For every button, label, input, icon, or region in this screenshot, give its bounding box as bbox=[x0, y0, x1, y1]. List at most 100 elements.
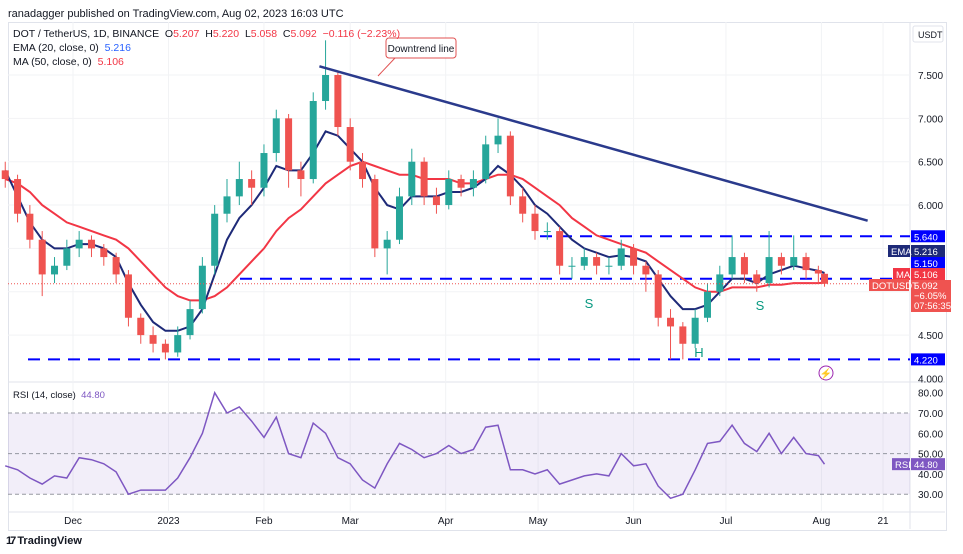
last-price-tag-bg bbox=[911, 280, 951, 312]
candle-body bbox=[728, 257, 736, 275]
price-tick: 7.500 bbox=[918, 71, 943, 82]
candle-body bbox=[149, 335, 157, 344]
rsi-tick: 80.00 bbox=[918, 389, 943, 400]
candle-body bbox=[617, 248, 625, 266]
candle-body bbox=[568, 265, 576, 267]
high-label: H bbox=[205, 28, 213, 40]
downtrend-line bbox=[319, 65, 868, 222]
symbol-tag-bg bbox=[869, 279, 909, 291]
ema-name-tag-bg bbox=[888, 245, 910, 257]
rsi-name-tag: RSI bbox=[895, 460, 911, 471]
candle-body bbox=[654, 274, 662, 318]
time-tick: Jun bbox=[625, 516, 641, 527]
time-tick: 21 bbox=[877, 516, 889, 527]
neckline-tag-bg bbox=[911, 257, 945, 269]
rsi-tick: 40.00 bbox=[918, 470, 943, 481]
candle-body bbox=[716, 274, 724, 292]
candle-body bbox=[506, 135, 514, 197]
price-tick: 7.000 bbox=[918, 114, 943, 125]
price-tick: 4.500 bbox=[918, 331, 943, 342]
last-pct-tag: −6.05% bbox=[914, 291, 947, 302]
candle-body bbox=[26, 213, 34, 240]
candle-body bbox=[174, 335, 182, 353]
symbol-name: DOT / TetherUS, 1D, BINANCE bbox=[13, 28, 160, 40]
candle-body bbox=[395, 196, 403, 240]
currency-button bbox=[912, 25, 944, 43]
candle-body bbox=[235, 179, 243, 197]
resistance-tag: 5.640 bbox=[914, 232, 938, 243]
candle-body bbox=[371, 179, 379, 249]
candle-body bbox=[309, 101, 317, 180]
rsi-value-tag-bg bbox=[911, 458, 945, 471]
candle-body bbox=[359, 161, 367, 180]
rsi-legend[interactable]: RSI (14, close) 44.80 bbox=[13, 390, 105, 401]
candle-body bbox=[605, 265, 613, 267]
high-value: 5.220 bbox=[212, 28, 240, 40]
candle-body bbox=[765, 257, 773, 284]
candle-body bbox=[63, 248, 71, 266]
lightning-glyph: ⚡ bbox=[820, 367, 832, 380]
ma-name-tag: MA bbox=[896, 270, 911, 281]
candle-body bbox=[777, 257, 785, 266]
support-tag: 4.220 bbox=[914, 355, 938, 366]
candle-body bbox=[272, 118, 280, 154]
candle-body bbox=[457, 179, 465, 188]
chart-frame bbox=[8, 22, 947, 531]
ema20-line bbox=[4, 130, 825, 332]
lightning-icon bbox=[818, 365, 834, 381]
downtrend-label-box bbox=[385, 37, 457, 59]
candle-body bbox=[211, 213, 219, 266]
time-tick: May bbox=[529, 516, 548, 527]
ma50-line bbox=[4, 160, 825, 302]
ma-label: MA (50, close, 0) bbox=[13, 56, 92, 68]
candle-body bbox=[112, 257, 120, 275]
candle-body bbox=[556, 231, 564, 266]
publisher-line: ranadagger published on TradingView.com,… bbox=[8, 8, 344, 20]
rsi-line bbox=[4, 390, 826, 500]
tradingview-logo[interactable]: 17 TradingView bbox=[6, 535, 82, 547]
rsi-tick: 30.00 bbox=[918, 490, 943, 501]
change-value: −0.116 (−2.23%) bbox=[322, 28, 401, 40]
candle-body bbox=[420, 161, 428, 197]
rsi-tick: 60.00 bbox=[918, 429, 943, 440]
candle-body bbox=[445, 179, 453, 206]
ema-tag: 5.216 bbox=[914, 247, 938, 258]
rsi-tick: 70.00 bbox=[918, 409, 943, 420]
symbol-tag: DOTUSDT bbox=[872, 281, 918, 292]
candle-body bbox=[519, 196, 527, 214]
resistance-tag-bg bbox=[911, 230, 945, 243]
ema-legend[interactable]: EMA (20, close, 0) 5.216 bbox=[13, 42, 131, 54]
ema-value: 5.216 bbox=[104, 42, 131, 54]
support-tag-bg bbox=[911, 353, 945, 366]
candle-body bbox=[186, 309, 194, 336]
candle-body bbox=[802, 257, 810, 271]
left-shoulder-label: S bbox=[585, 296, 594, 311]
candle-body bbox=[703, 291, 711, 318]
close-value: 5.092 bbox=[290, 28, 317, 40]
candle-body bbox=[248, 179, 256, 188]
right-shoulder-label: S bbox=[756, 298, 765, 313]
ema-tag-bg bbox=[911, 245, 945, 257]
countdown-tag: 07:56:35 bbox=[914, 301, 951, 312]
neckline-tag: 5.150 bbox=[914, 259, 938, 270]
open-label: O bbox=[164, 28, 174, 40]
symbol-legend: DOT / TetherUS, 1D, BINANCE O5.207 H5.22… bbox=[13, 28, 400, 40]
ma-legend[interactable]: MA (50, close, 0) 5.106 bbox=[13, 56, 124, 68]
candle-body bbox=[322, 75, 330, 102]
time-tick: Dec bbox=[64, 516, 82, 527]
time-tick: Aug bbox=[813, 516, 831, 527]
candle-body bbox=[38, 239, 46, 275]
rsi-value-tag: 44.80 bbox=[914, 460, 938, 471]
candle-body bbox=[51, 265, 59, 275]
low-label: L bbox=[244, 28, 251, 40]
rsi-label: RSI (14, close) bbox=[13, 390, 76, 401]
ma-tag: 5.106 bbox=[914, 270, 938, 281]
downtrend-label: Downtrend line bbox=[388, 44, 455, 55]
ma-name-tag-bg bbox=[893, 268, 910, 280]
candle-body bbox=[87, 239, 95, 249]
last-price-tag: 5.092 bbox=[914, 281, 938, 292]
time-tick: Mar bbox=[342, 516, 360, 527]
candle-body bbox=[1, 170, 9, 180]
candle-body bbox=[285, 118, 293, 171]
